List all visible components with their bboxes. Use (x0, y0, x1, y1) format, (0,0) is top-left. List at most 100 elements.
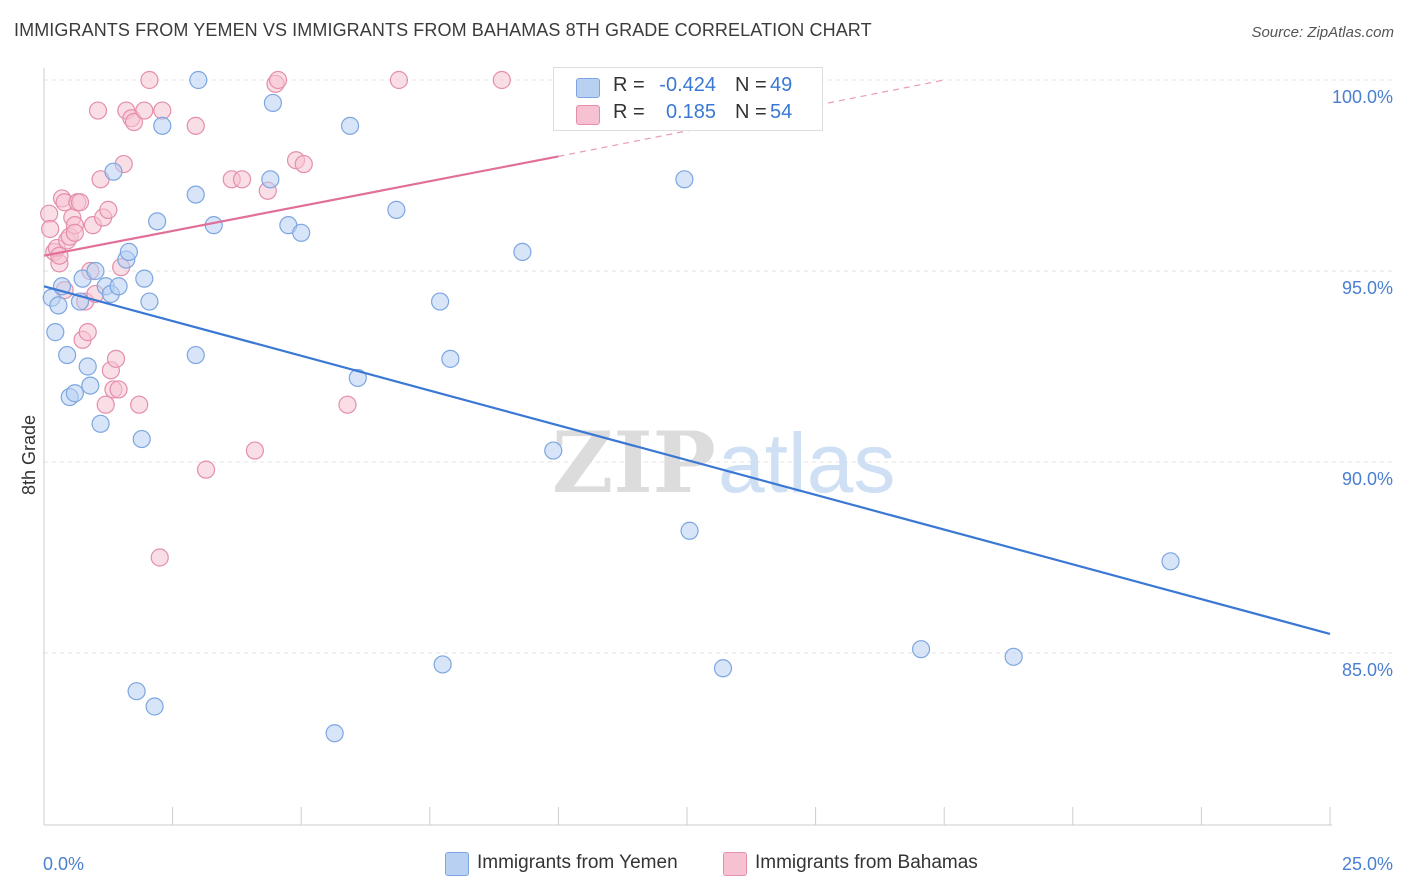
bahamas-point-46 (294, 154, 313, 174)
watermark-zip: ZIP (552, 413, 716, 512)
bahamas-point-22 (96, 395, 115, 414)
yemen-point-6 (65, 384, 84, 403)
yemen-point-42 (145, 697, 164, 716)
yemen-point-24 (186, 185, 205, 204)
series-yemen-points (42, 70, 1180, 743)
yemen-point-28 (261, 170, 280, 189)
bahamas-point-31 (124, 112, 144, 132)
bottom-legend-swatch-yemen (445, 852, 469, 876)
yemen-point-39 (675, 170, 694, 189)
bahamas-point-49 (492, 70, 511, 90)
series-bahamas-points (40, 70, 511, 567)
y-tick-label-1: 90.0% (1342, 469, 1393, 489)
legend-n-value: 54 (770, 101, 793, 123)
chart-title: IMMIGRANTS FROM YEMEN VS IMMIGRANTS FROM… (14, 20, 872, 40)
yemen-point-38 (544, 441, 563, 460)
yemen-point-29 (263, 93, 283, 113)
bahamas-point-38 (196, 460, 216, 479)
yemen-point-40 (680, 521, 699, 540)
stats-legend: R = -0.424 N = 49 R = 0.185 N = 54 (553, 67, 823, 131)
legend-r-label: R = (613, 101, 645, 123)
yemen-point-15 (104, 162, 123, 181)
yemen-point-31 (292, 223, 311, 242)
yemen-point-37 (513, 242, 532, 261)
bahamas-point-50 (99, 200, 118, 219)
yemen-point-11 (86, 261, 105, 281)
yemen-point-2 (49, 296, 68, 315)
y-tick-label-2: 95.0% (1342, 278, 1393, 298)
bahamas-point-32 (130, 395, 149, 414)
legend-r-label: R = (613, 74, 645, 96)
bahamas-point-48 (389, 70, 409, 90)
bahamas-point-34 (140, 70, 159, 90)
yemen-point-10 (81, 376, 100, 395)
yemen-point-35 (430, 292, 450, 311)
bahamas-point-44 (268, 70, 288, 90)
chart-source: Source: ZipAtlas.com (1251, 24, 1394, 41)
bottom-legend-label-bahamas: Immigrants from Bahamas (755, 852, 978, 873)
bahamas-point-12 (70, 193, 90, 212)
yemen-point-22 (148, 212, 167, 231)
watermark-atlas: atlas (718, 416, 895, 510)
legend-n-label: N = (735, 74, 767, 96)
y-tick-label-0: 85.0% (1342, 660, 1393, 680)
yemen-point-44 (433, 655, 452, 674)
trend-line-yemen (43, 285, 1331, 635)
axes (43, 68, 1332, 826)
yemen-point-20 (135, 269, 154, 288)
bahamas-point-41 (245, 441, 265, 460)
y-axis-label: 8th Grade (19, 415, 39, 495)
yemen-point-21 (140, 292, 159, 311)
legend-row-yemen: R = -0.424 N = 49 (554, 74, 822, 102)
yemen-point-26 (189, 70, 208, 90)
bahamas-point-0 (40, 204, 59, 223)
yemen-point-9 (78, 357, 97, 376)
legend-n-value: 49 (770, 74, 793, 96)
legend-row-bahamas: R = 0.185 N = 54 (554, 101, 822, 129)
yemen-point-33 (348, 368, 367, 388)
bahamas-point-1 (41, 219, 60, 239)
yemen-point-45 (713, 659, 733, 678)
bahamas-point-37 (186, 116, 205, 135)
bahamas-point-19 (88, 101, 108, 120)
bahamas-point-24 (106, 349, 126, 368)
bahamas-point-51 (50, 246, 69, 265)
yemen-point-19 (132, 429, 151, 449)
yemen-point-18 (119, 242, 138, 261)
legend-swatch-yemen (576, 78, 600, 98)
yemen-point-16 (109, 277, 128, 296)
bahamas-point-33 (135, 101, 154, 120)
yemen-point-43 (325, 724, 344, 743)
legend-swatch-bahamas (576, 105, 600, 125)
y-tick-label-3: 100.0% (1332, 87, 1393, 107)
yemen-point-46 (911, 640, 931, 659)
trend-lines (43, 79, 1331, 635)
yemen-point-32 (340, 116, 360, 135)
yemen-point-4 (58, 345, 77, 365)
bottom-legend-swatch-bahamas (723, 852, 747, 876)
bahamas-point-40 (232, 170, 252, 189)
yemen-point-25 (186, 345, 205, 365)
yemen-point-47 (1004, 647, 1023, 666)
legend-n-label: N = (735, 101, 767, 123)
legend-r-value: -0.424 (659, 74, 716, 96)
bahamas-point-47 (338, 395, 357, 414)
yemen-point-36 (441, 349, 460, 368)
bahamas-point-35 (153, 101, 172, 120)
gridlines (44, 79, 1394, 654)
bahamas-point-53 (65, 223, 84, 242)
yemen-point-1 (46, 323, 65, 342)
bottom-legend-label-yemen: Immigrants from Yemen (477, 852, 678, 873)
yemen-point-48 (1161, 552, 1180, 571)
legend-r-value: 0.185 (665, 101, 716, 123)
x-tick-label-max: 25.0% (1342, 854, 1393, 874)
trend-line-bahamas (43, 155, 559, 257)
yemen-point-34 (387, 200, 406, 219)
yemen-point-41 (127, 682, 146, 701)
x-tick-label-min: 0.0% (43, 854, 84, 874)
bahamas-point-36 (150, 548, 169, 567)
yemen-point-23 (153, 116, 172, 135)
yemen-point-12 (91, 414, 110, 433)
bahamas-point-26 (109, 380, 128, 399)
